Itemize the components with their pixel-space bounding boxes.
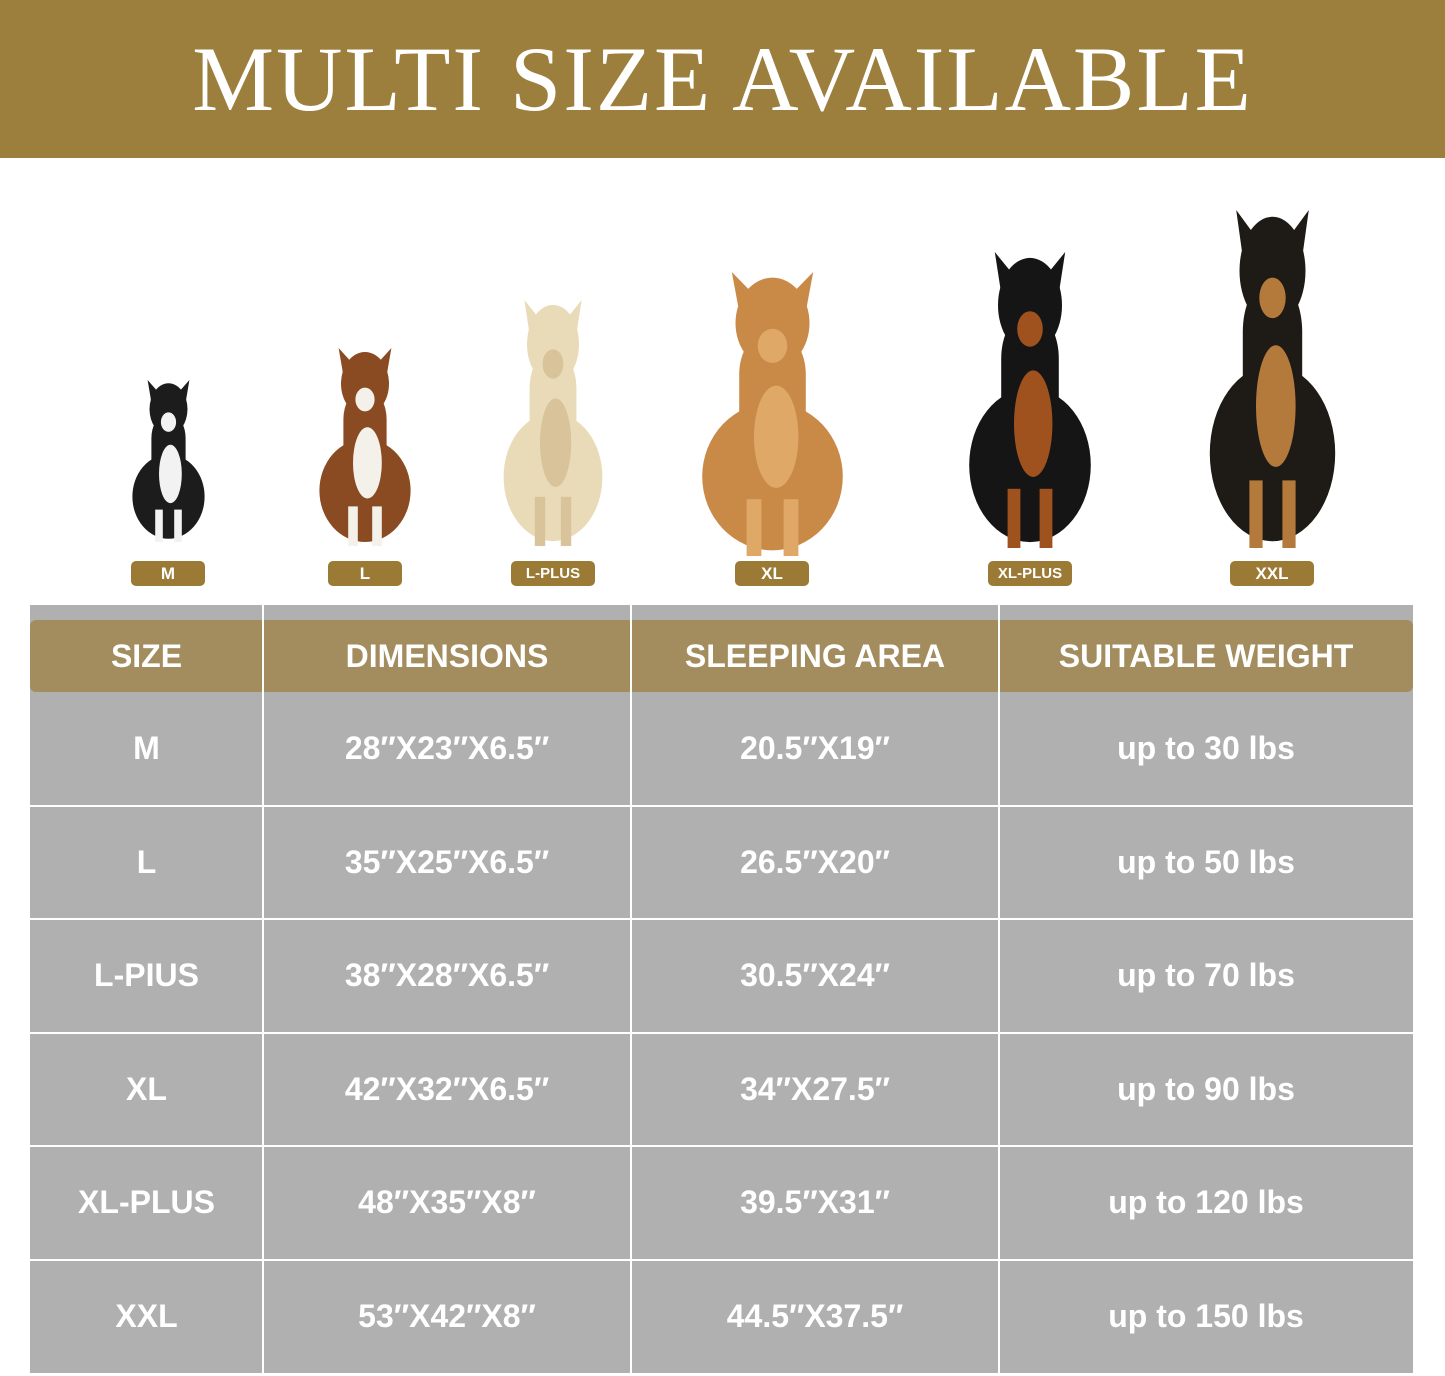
page-title: MULTI SIZE AVAILABLE bbox=[192, 28, 1253, 130]
table-header bbox=[30, 620, 1413, 692]
table-cell: 20.5″X19″ bbox=[740, 730, 890, 767]
beagle-icon bbox=[319, 348, 411, 546]
table-cell: up to 120 lbs bbox=[1108, 1184, 1304, 1221]
column-divider bbox=[262, 605, 264, 1373]
row-divider bbox=[30, 1031, 1413, 1034]
size-table: SIZE DIMENSIONS SLEEPING AREA SUITABLE WEIG… bbox=[30, 605, 1413, 1373]
table-cell: 28″X23″X6.5″ bbox=[344, 730, 550, 767]
table-cell: 39.5″X31″ bbox=[740, 1184, 890, 1221]
labrador-icon bbox=[503, 300, 603, 546]
table-cell: up to 50 lbs bbox=[1117, 843, 1295, 880]
column-divider bbox=[998, 605, 1000, 1373]
row-divider bbox=[30, 1145, 1413, 1147]
column-header: DIMENSIONS bbox=[345, 637, 549, 674]
table-cell: 44.5″X37.5″ bbox=[726, 1297, 904, 1334]
table-cell: L-PIUS bbox=[94, 957, 199, 994]
table-cell: 30.5″X24″ bbox=[740, 957, 890, 994]
table-cell: 38″X28″X6.5″ bbox=[344, 957, 550, 994]
row-divider bbox=[30, 918, 1413, 920]
column-divider bbox=[630, 605, 632, 1373]
size-badge-xxl: XXL bbox=[1230, 561, 1314, 586]
table-cell: XXL bbox=[115, 1297, 178, 1334]
title-banner: MULTI SIZE AVAILABLE bbox=[0, 0, 1445, 158]
table-cell: 42″X32″X6.5″ bbox=[344, 1070, 550, 1107]
doberman-icon bbox=[969, 252, 1091, 548]
golden-retriever-icon bbox=[701, 272, 843, 556]
size-badge-m: M bbox=[131, 561, 205, 586]
table-cell: up to 150 lbs bbox=[1108, 1297, 1304, 1334]
table-cell: 34″X27.5″ bbox=[740, 1070, 890, 1107]
table-cell: XL bbox=[126, 1070, 167, 1107]
size-badge-xl-plus: XL-PLUS bbox=[988, 561, 1072, 586]
table-cell: M bbox=[133, 730, 160, 767]
french-bulldog-icon bbox=[131, 380, 205, 542]
column-header: SIZE bbox=[110, 637, 183, 674]
size-badge-l: L bbox=[328, 561, 402, 586]
column-header: SUITABLE WEIGHT bbox=[1058, 637, 1354, 674]
german-shepherd-icon bbox=[1209, 210, 1335, 548]
row-divider bbox=[30, 1258, 1413, 1261]
table-cell: 48″X35″X8″ bbox=[358, 1184, 536, 1221]
table-cell: L bbox=[136, 843, 157, 880]
table-cell: 35″X25″X6.5″ bbox=[344, 843, 550, 880]
table-cell: 26.5″X20″ bbox=[740, 843, 890, 880]
row-divider bbox=[30, 804, 1413, 807]
table-cell: up to 70 lbs bbox=[1117, 957, 1295, 994]
column-header: SLEEPING AREA bbox=[684, 637, 946, 674]
size-badge-l-plus: L-PLUS bbox=[511, 561, 595, 586]
table-cell: up to 90 lbs bbox=[1117, 1070, 1295, 1107]
table-cell: XL-PLUS bbox=[78, 1184, 215, 1221]
table-cell: up to 30 lbs bbox=[1117, 730, 1295, 767]
table-cell: 53″X42″X8″ bbox=[358, 1297, 536, 1334]
size-badge-xl: XL bbox=[735, 561, 809, 586]
